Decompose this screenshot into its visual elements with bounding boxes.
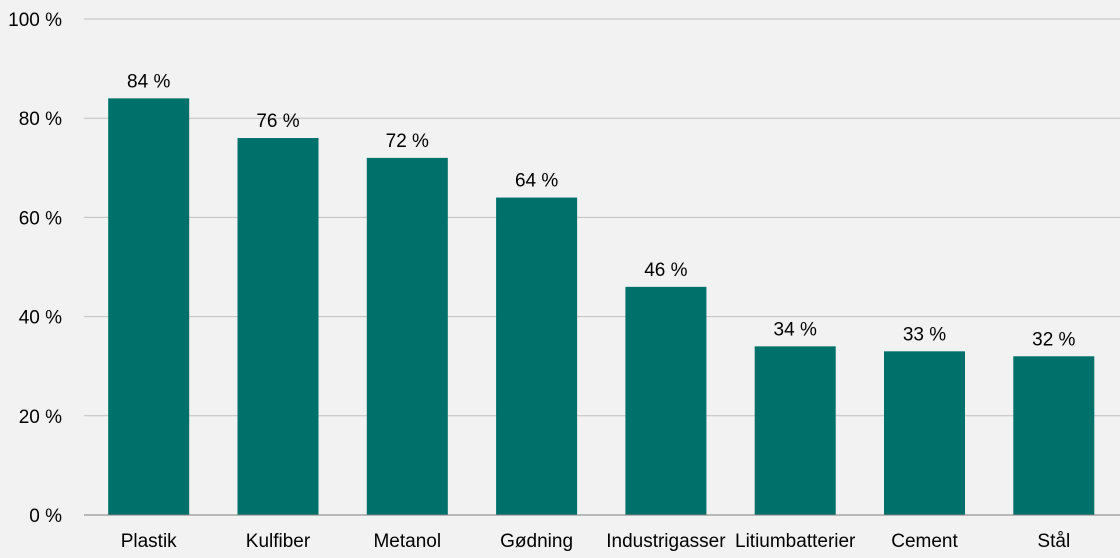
data-labels: 84 % 76 % 72 % 64 % 46 % 34 % 33 % 32 %	[127, 71, 1076, 350]
bar-7	[884, 351, 965, 515]
data-label-4: 64 %	[515, 171, 558, 192]
data-label-2: 76 %	[256, 111, 299, 132]
bar-8	[1013, 356, 1095, 515]
data-label-8: 32 %	[1032, 329, 1075, 350]
data-label-3: 72 %	[386, 131, 429, 152]
bar-2	[237, 138, 319, 516]
category-label-4: Gødning	[500, 531, 573, 552]
bar-5	[625, 286, 707, 515]
category-label-3: Metanol	[373, 531, 441, 552]
bar-6	[754, 346, 836, 515]
category-label-2: Kulfiber	[246, 531, 311, 552]
data-label-5: 46 %	[644, 260, 687, 281]
category-label-1: Plastik	[121, 531, 177, 552]
bar-1	[108, 98, 190, 516]
bars	[108, 98, 1095, 516]
bar-4	[496, 197, 578, 515]
category-label-6: Litiumbatterier	[735, 531, 856, 552]
category-label-5: Industrigasser	[606, 531, 726, 552]
y-tick-label-40: 40 %	[19, 308, 62, 329]
x-axis-category-labels: Plastik Kulfiber Metanol Gødning Industrigas…	[121, 531, 1070, 552]
y-tick-label-100: 100 %	[8, 10, 62, 31]
y-tick-label-80: 80 %	[19, 109, 62, 130]
category-label-7: Cement	[891, 531, 958, 552]
bar-3	[366, 157, 448, 515]
y-tick-label-20: 20 %	[19, 407, 62, 428]
y-axis-tick-labels: 0 % 20 % 40 % 60 % 80 % 100 %	[8, 10, 62, 527]
y-tick-label-0: 0 %	[29, 506, 62, 527]
data-label-7: 33 %	[903, 324, 946, 345]
category-label-8: Stål	[1037, 531, 1070, 552]
data-label-1: 84 %	[127, 71, 170, 92]
data-label-6: 34 %	[774, 319, 817, 340]
y-tick-label-60: 60 %	[19, 208, 62, 229]
